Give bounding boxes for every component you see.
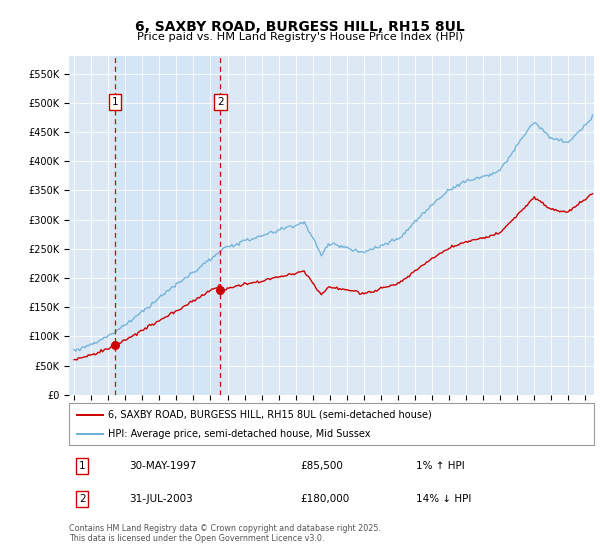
Text: 1% ↑ HPI: 1% ↑ HPI — [415, 460, 464, 470]
Point — [110, 340, 120, 349]
Text: HPI: Average price, semi-detached house, Mid Sussex: HPI: Average price, semi-detached house,… — [109, 429, 371, 439]
Text: 2: 2 — [217, 97, 224, 107]
Text: Price paid vs. HM Land Registry's House Price Index (HPI): Price paid vs. HM Land Registry's House … — [137, 32, 463, 43]
Text: 6, SAXBY ROAD, BURGESS HILL, RH15 8UL: 6, SAXBY ROAD, BURGESS HILL, RH15 8UL — [135, 20, 465, 34]
Text: 1: 1 — [112, 97, 119, 107]
Text: 31-JUL-2003: 31-JUL-2003 — [130, 494, 193, 504]
Text: 6, SAXBY ROAD, BURGESS HILL, RH15 8UL (semi-detached house): 6, SAXBY ROAD, BURGESS HILL, RH15 8UL (s… — [109, 409, 432, 419]
Text: 2: 2 — [79, 494, 85, 504]
Text: £180,000: £180,000 — [300, 494, 349, 504]
Text: 14% ↓ HPI: 14% ↓ HPI — [415, 494, 471, 504]
Text: 30-MAY-1997: 30-MAY-1997 — [130, 460, 197, 470]
Bar — [115, 56, 220, 395]
Text: Contains HM Land Registry data © Crown copyright and database right 2025.
This d: Contains HM Land Registry data © Crown c… — [69, 524, 381, 543]
Text: £85,500: £85,500 — [300, 460, 343, 470]
Text: 1: 1 — [79, 460, 85, 470]
Point — [215, 285, 225, 294]
FancyBboxPatch shape — [69, 403, 594, 445]
